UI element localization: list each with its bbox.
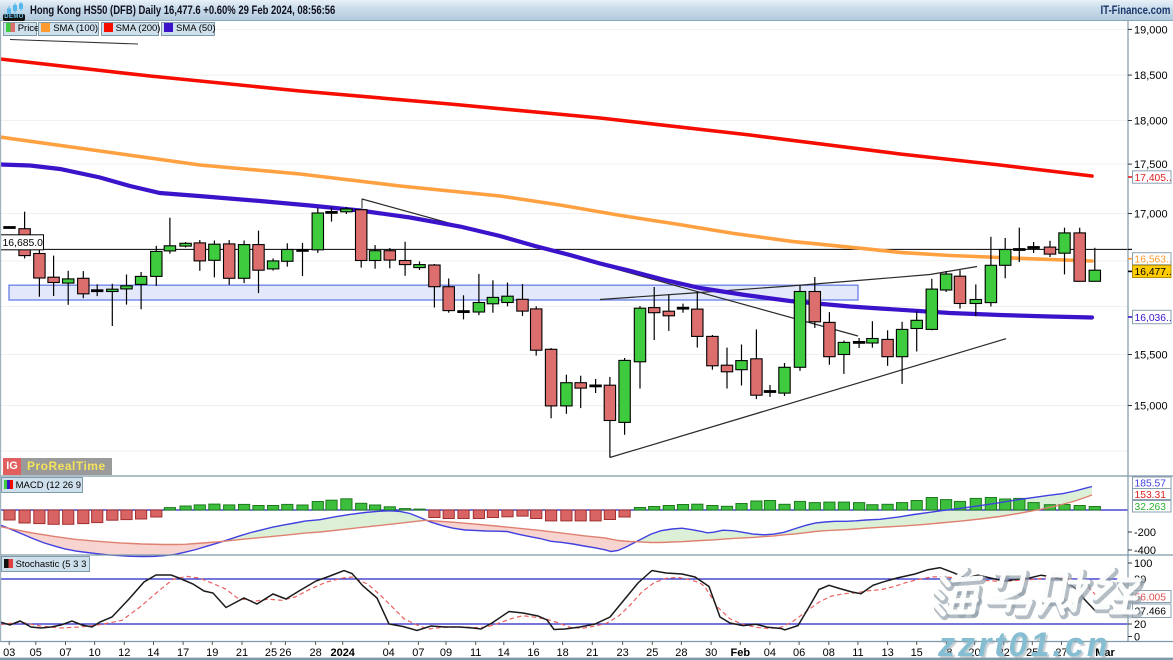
svg-text:04: 04 (764, 647, 776, 659)
svg-text:08: 08 (823, 647, 835, 659)
svg-text:56.005: 56.005 (1135, 592, 1167, 603)
svg-text:11: 11 (470, 647, 481, 659)
svg-text:28: 28 (309, 647, 321, 659)
svg-text:21: 21 (236, 647, 248, 659)
svg-text:12: 12 (118, 647, 130, 659)
svg-text:30: 30 (705, 647, 717, 659)
svg-text:05: 05 (30, 647, 42, 659)
svg-text:16,685.0: 16,685.0 (3, 238, 44, 249)
svg-text:17,000: 17,000 (1134, 209, 1168, 221)
svg-text:18: 18 (940, 647, 952, 659)
svg-text:04: 04 (383, 647, 395, 659)
svg-text:25: 25 (1026, 647, 1038, 659)
svg-text:19: 19 (206, 647, 218, 659)
svg-text:15,000: 15,000 (1134, 401, 1168, 413)
svg-text:10: 10 (88, 647, 100, 659)
svg-text:20: 20 (1134, 619, 1146, 631)
svg-text:153.31: 153.31 (1135, 490, 1167, 501)
svg-text:06: 06 (793, 647, 805, 659)
svg-text:16,563..: 16,563.. (1135, 255, 1172, 266)
svg-text:13: 13 (881, 647, 893, 659)
svg-text:14: 14 (498, 647, 510, 659)
svg-text:14: 14 (147, 647, 159, 659)
svg-text:18,000: 18,000 (1134, 116, 1168, 128)
svg-text:0: 0 (1134, 632, 1140, 644)
svg-text:15,500: 15,500 (1134, 350, 1168, 362)
svg-text:18,500: 18,500 (1134, 70, 1168, 82)
svg-text:185.57: 185.57 (1135, 479, 1167, 490)
svg-text:03: 03 (3, 647, 15, 659)
svg-text:17,500: 17,500 (1134, 159, 1168, 171)
svg-text:09: 09 (440, 647, 452, 659)
svg-text:23: 23 (616, 647, 628, 659)
svg-text:-200: -200 (1134, 527, 1156, 539)
svg-text:28: 28 (675, 647, 687, 659)
svg-text:100: 100 (1134, 558, 1152, 570)
svg-text:25: 25 (265, 647, 277, 659)
svg-text:26: 26 (279, 647, 291, 659)
svg-text:27: 27 (1055, 647, 1067, 659)
svg-text:32.263: 32.263 (1135, 502, 1167, 513)
svg-text:07: 07 (59, 647, 71, 659)
svg-text:20: 20 (968, 647, 980, 659)
svg-text:18: 18 (556, 647, 568, 659)
svg-text:2024: 2024 (330, 647, 355, 659)
svg-text:22: 22 (998, 647, 1010, 659)
svg-text:Mar: Mar (1095, 647, 1115, 659)
svg-text:-400: -400 (1134, 545, 1156, 557)
svg-text:17,405..: 17,405.. (1135, 173, 1172, 184)
svg-text:17: 17 (177, 647, 189, 659)
svg-text:21: 21 (586, 647, 598, 659)
svg-text:Feb: Feb (731, 647, 751, 659)
svg-text:16,036..: 16,036.. (1135, 313, 1172, 324)
svg-text:37.466: 37.466 (1135, 607, 1167, 618)
svg-text:16,477..: 16,477.. (1135, 267, 1172, 278)
svg-text:07: 07 (412, 647, 424, 659)
svg-text:11: 11 (852, 647, 863, 659)
svg-text:19,000: 19,000 (1134, 24, 1168, 36)
svg-text:15: 15 (911, 647, 923, 659)
svg-text:25: 25 (646, 647, 658, 659)
svg-text:16: 16 (527, 647, 539, 659)
